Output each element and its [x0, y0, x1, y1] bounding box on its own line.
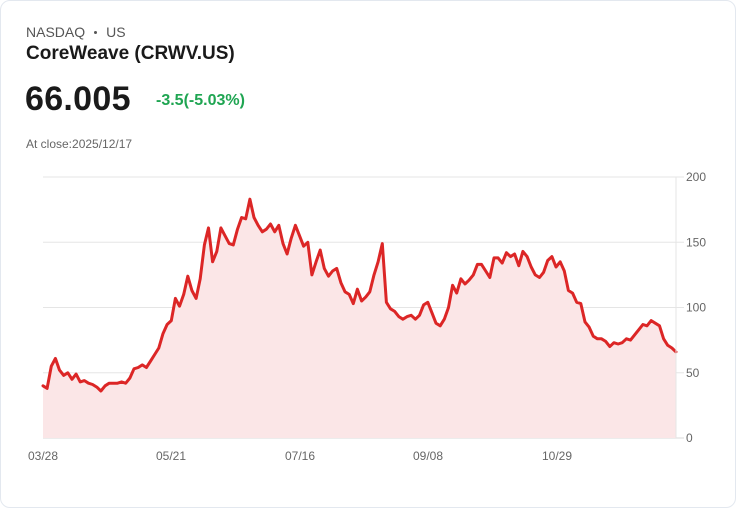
- separator-dot-icon: [94, 30, 98, 34]
- y-axis-ticks: 0 50 100 150 200: [686, 170, 706, 445]
- y-tick-label: 100: [686, 301, 706, 315]
- x-axis-ticks: 03/28 05/21 07/16 09/08 10/29: [28, 449, 572, 463]
- price-change: -3.5(-5.03%): [156, 92, 245, 109]
- x-tick-label: 09/08: [413, 449, 443, 463]
- x-tick-label: 03/28: [28, 449, 58, 463]
- x-tick-label: 07/16: [285, 449, 315, 463]
- x-tick-label: 10/29: [542, 449, 572, 463]
- exchange-name: NASDAQ: [26, 24, 86, 40]
- exchange-line: NASDAQ US: [26, 24, 126, 40]
- price-line: [41, 197, 678, 393]
- y-tick-label: 0: [686, 431, 693, 445]
- stock-price: 66.005: [25, 80, 131, 118]
- price-chart[interactable]: 0 50 100 150 200 03/28 05/21 07/16 09/08 10/29: [0, 160, 736, 470]
- y-tick-label: 50: [686, 366, 700, 380]
- x-tick-label: 05/21: [156, 449, 186, 463]
- region-label: US: [106, 24, 126, 40]
- stock-title: CoreWeave (CRWV.US): [26, 43, 235, 64]
- y-tick-label: 150: [686, 235, 706, 249]
- close-date: At close:2025/12/17: [26, 137, 133, 151]
- y-tick-label: 200: [686, 170, 706, 184]
- price-area-fill: [43, 199, 676, 438]
